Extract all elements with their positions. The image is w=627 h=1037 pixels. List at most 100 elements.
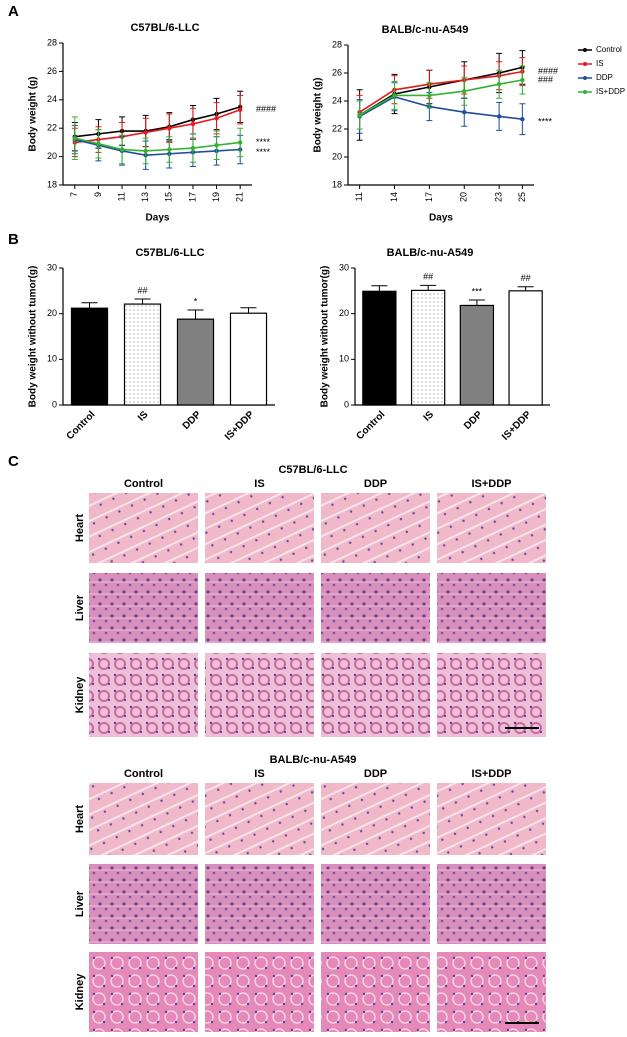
data-point — [143, 148, 148, 154]
significance-label: * — [194, 296, 198, 306]
bar — [176, 318, 215, 406]
error-bar — [134, 298, 151, 305]
legend-label: IS — [596, 59, 604, 68]
x-tick-label: 13 — [140, 192, 150, 202]
y-tick-label: 20 — [47, 151, 57, 161]
histology-image — [321, 653, 430, 737]
data-point — [214, 116, 219, 121]
data-point — [462, 110, 467, 115]
histology-image — [437, 952, 546, 1032]
column-label: IS+DDP — [471, 478, 511, 490]
histology-image — [89, 952, 198, 1032]
x-tick-label: 23 — [494, 192, 504, 202]
histology-image — [437, 783, 546, 855]
panel-label: C — [8, 453, 19, 470]
y-axis-label: Body weight without tumor(g) — [320, 266, 331, 408]
data-point — [496, 82, 502, 87]
y-tick-label: 18 — [332, 179, 342, 189]
histology-image — [89, 493, 198, 563]
column-label: IS+DDP — [471, 768, 511, 780]
x-tick-label: 17 — [424, 192, 434, 202]
column-label: IS — [254, 478, 264, 490]
x-tick-label: DDP — [181, 409, 204, 432]
legend-label: IS+DDP — [596, 87, 625, 96]
histology-image — [437, 864, 546, 944]
histology-image — [321, 573, 430, 643]
x-tick-label: 9 — [93, 192, 103, 197]
significance-label: ## — [521, 273, 531, 283]
column-label: IS — [254, 768, 264, 780]
significance-label: ## — [137, 285, 147, 295]
data-point — [427, 93, 432, 98]
histology-image — [89, 573, 198, 643]
bar — [123, 303, 162, 406]
series-line — [74, 108, 241, 144]
y-tick-label: 26 — [332, 67, 342, 77]
row-label: Liver — [74, 594, 86, 621]
y-tick-label: 20 — [332, 151, 342, 161]
error-bar — [420, 284, 437, 291]
column-label: Control — [124, 478, 163, 490]
row-label: Liver — [74, 890, 86, 917]
row-label: Heart — [74, 805, 86, 833]
x-tick-label: Control — [354, 409, 387, 442]
legend-marker — [583, 76, 587, 80]
y-tick-label: 28 — [332, 39, 342, 49]
x-axis-label: Days — [146, 213, 170, 224]
x-tick-label: IS+DDP — [500, 409, 534, 443]
bar — [229, 312, 268, 406]
legend-label: DDP — [596, 73, 613, 82]
y-tick-label: 22 — [47, 123, 57, 133]
data-point — [190, 121, 196, 127]
x-tick-label: 25 — [517, 192, 527, 202]
x-tick-label: 20 — [459, 192, 469, 202]
error-bar — [468, 299, 485, 306]
x-tick-label: IS — [422, 409, 437, 424]
y-tick-label: 26 — [47, 66, 57, 76]
series-line — [74, 138, 241, 156]
histology-image — [205, 864, 314, 944]
x-tick-label: 11 — [116, 192, 126, 201]
bar — [410, 289, 446, 406]
histology-image — [321, 783, 430, 855]
significance-label: #### — [256, 104, 276, 114]
row-label: Kidney — [74, 973, 86, 1011]
bar — [459, 304, 495, 406]
significance-label: *** — [472, 286, 483, 296]
x-tick-label: 21 — [235, 192, 245, 202]
y-tick-label: 28 — [47, 37, 57, 47]
y-tick-label: 0 — [344, 399, 349, 409]
y-tick-label: 0 — [52, 399, 57, 409]
significance-label: ### — [538, 74, 553, 84]
bar — [508, 290, 543, 406]
chart-title: C57BL/6-LLC — [130, 22, 199, 34]
y-tick-label: 10 — [47, 354, 57, 364]
y-axis-label: Body weight (g) — [28, 77, 39, 152]
significance-label: **** — [256, 137, 271, 147]
significance-label: **** — [538, 117, 553, 127]
histology-image — [205, 573, 314, 643]
significance-label: #### — [538, 66, 558, 76]
bar — [362, 290, 397, 406]
data-point — [167, 147, 172, 152]
legend-marker — [583, 48, 587, 52]
x-tick-label: 17 — [187, 192, 197, 202]
legend-marker — [583, 62, 587, 66]
y-tick-label: 18 — [47, 179, 57, 189]
histology-image — [437, 493, 546, 563]
data-point — [392, 93, 397, 98]
y-tick-label: 20 — [47, 308, 57, 318]
error-bar — [187, 309, 204, 320]
column-label: DDP — [364, 768, 387, 780]
significance-label: ## — [423, 272, 433, 282]
error-bar — [371, 285, 388, 292]
histology-image — [205, 493, 314, 563]
section-title: BALB/c-nu-A549 — [270, 754, 357, 766]
y-tick-label: 30 — [47, 262, 57, 272]
error-bar — [240, 307, 257, 314]
x-tick-label: 7 — [69, 192, 79, 197]
series-line — [359, 79, 523, 116]
chart-title: BALB/c-nu-A549 — [382, 24, 469, 36]
x-tick-label: 14 — [389, 192, 399, 202]
panel-label: A — [8, 3, 19, 20]
